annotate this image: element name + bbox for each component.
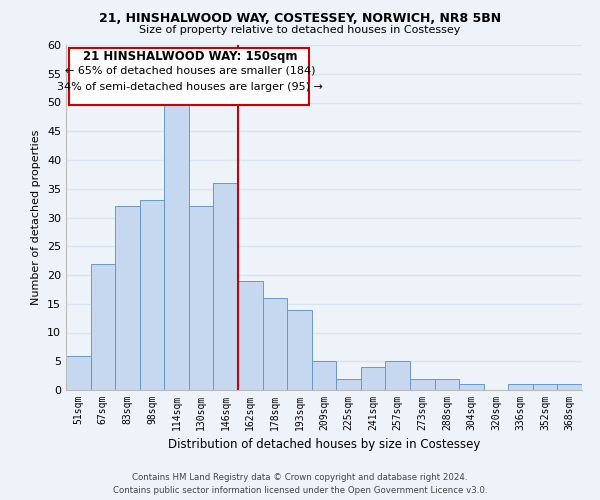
Bar bbox=[410, 378, 434, 390]
Bar bbox=[115, 206, 140, 390]
Bar bbox=[287, 310, 312, 390]
Bar bbox=[214, 183, 238, 390]
FancyBboxPatch shape bbox=[68, 48, 308, 106]
Bar bbox=[164, 102, 189, 390]
Bar bbox=[434, 378, 459, 390]
Bar bbox=[459, 384, 484, 390]
Bar bbox=[91, 264, 115, 390]
Text: ← 65% of detached houses are smaller (184): ← 65% of detached houses are smaller (18… bbox=[65, 66, 315, 76]
Bar bbox=[508, 384, 533, 390]
Bar bbox=[533, 384, 557, 390]
Y-axis label: Number of detached properties: Number of detached properties bbox=[31, 130, 41, 305]
Text: Size of property relative to detached houses in Costessey: Size of property relative to detached ho… bbox=[139, 25, 461, 35]
Bar bbox=[557, 384, 582, 390]
X-axis label: Distribution of detached houses by size in Costessey: Distribution of detached houses by size … bbox=[168, 438, 480, 452]
Text: Contains HM Land Registry data © Crown copyright and database right 2024.
Contai: Contains HM Land Registry data © Crown c… bbox=[113, 474, 487, 495]
Bar bbox=[66, 356, 91, 390]
Bar bbox=[189, 206, 214, 390]
Bar bbox=[385, 361, 410, 390]
Bar bbox=[140, 200, 164, 390]
Bar bbox=[361, 367, 385, 390]
Text: 21, HINSHALWOOD WAY, COSTESSEY, NORWICH, NR8 5BN: 21, HINSHALWOOD WAY, COSTESSEY, NORWICH,… bbox=[99, 12, 501, 26]
Text: 21 HINSHALWOOD WAY: 150sqm: 21 HINSHALWOOD WAY: 150sqm bbox=[83, 50, 297, 63]
Text: 34% of semi-detached houses are larger (95) →: 34% of semi-detached houses are larger (… bbox=[57, 82, 323, 92]
Bar bbox=[312, 361, 336, 390]
Bar bbox=[263, 298, 287, 390]
Bar bbox=[336, 378, 361, 390]
Bar bbox=[238, 281, 263, 390]
